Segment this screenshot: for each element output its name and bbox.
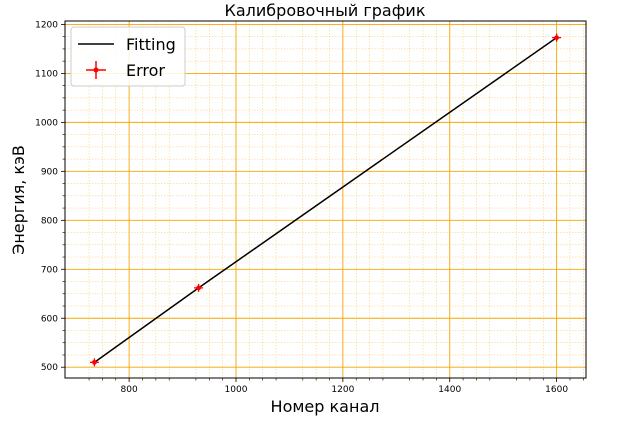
y-tick-label: 1200 [35,20,58,30]
legend-fitting-label: Fitting [126,35,176,54]
y-tick-label: 900 [41,167,58,177]
y-tick-label: 600 [41,314,58,324]
error-point [554,35,560,41]
axis-ticks: 800 1000 1200 1400 1600 500 600 700 800 900 1000 11… [35,20,584,395]
y-tick-label: 1100 [35,69,58,79]
y-tick-label: 1000 [35,118,58,128]
error-point [196,285,201,291]
series-layer [89,33,562,367]
plot-frame [64,20,587,379]
x-tick-label: 1000 [225,385,248,395]
y-axis-label: Энергия, кэВ [9,145,28,255]
x-tick-label: 1600 [545,385,568,395]
y-tick-label: 500 [41,363,58,373]
y-tick-label: 700 [41,265,58,275]
y-tick-label: 800 [41,216,58,226]
legend: Fitting Error [70,26,186,87]
legend-box [70,26,186,87]
chart-title: Калибровочный график [225,1,426,20]
error-point [91,359,97,365]
x-tick-label: 800 [121,385,138,395]
legend-error-swatch [86,61,106,79]
x-tick-label: 1400 [438,385,461,395]
legend-error-label: Error [126,61,165,80]
x-axis-label: Номер канал [271,397,380,416]
x-tick-label: 1200 [331,385,354,395]
